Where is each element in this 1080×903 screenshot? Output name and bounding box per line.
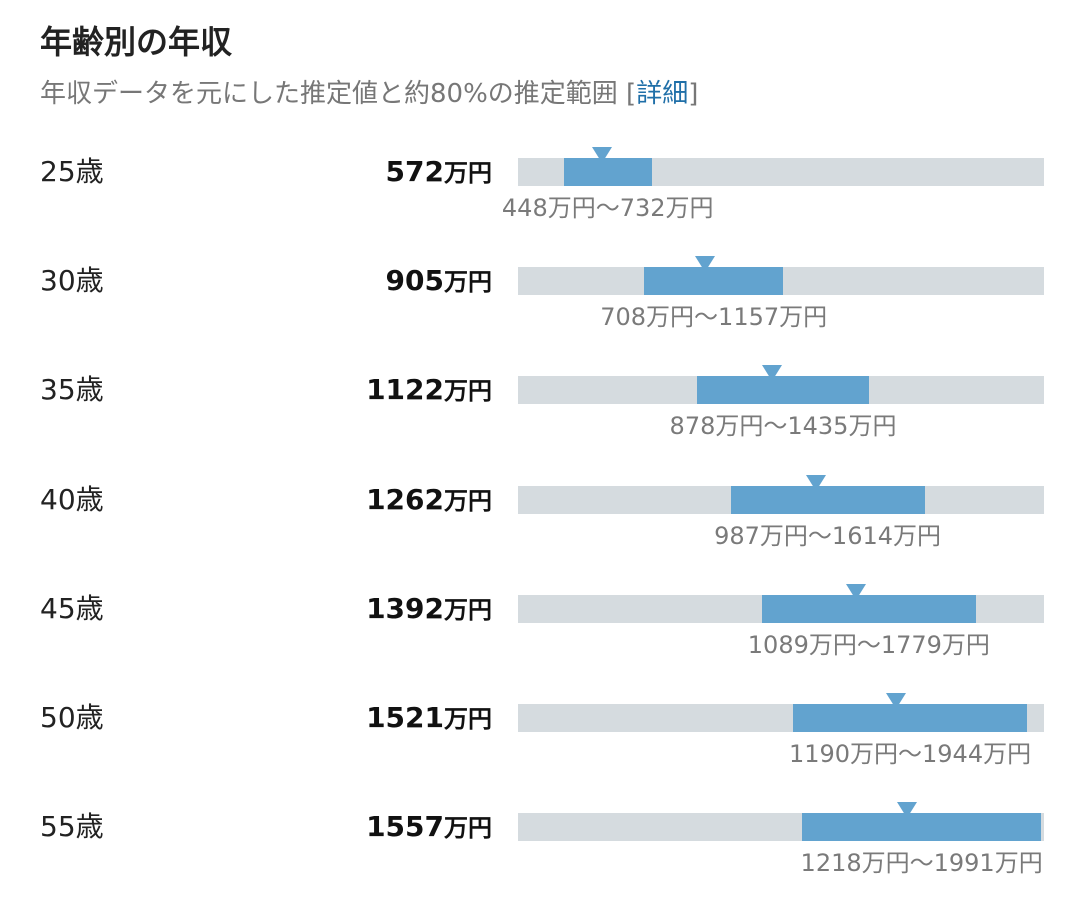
estimated-income-unit: 万円 [444,159,492,187]
chart-row: 35歳 1122万円 878万円〜1435万円 [0,365,1080,466]
estimated-income: 1122万円 [366,372,492,412]
estimate-marker-icon [885,693,906,709]
age-label: 35歳 [40,373,104,407]
estimated-income-unit: 万円 [444,814,492,843]
estimated-income: 1262万円 [366,482,492,522]
estimated-income-unit: 万円 [444,705,492,733]
chart-row: 40歳 1262万円 987万円〜1614万円 [0,474,1080,576]
range-bar [762,594,976,623]
estimated-income-unit: 万円 [444,486,492,515]
range-track: 448万円〜732万円 [502,147,1044,222]
range-track: 1218万円〜1991万円 [518,802,1044,877]
range-label: 1218万円〜1991万円 [800,849,1043,878]
age-label: 25歳 [40,155,104,188]
age-label: 45歳 [40,591,104,625]
range-track: 708万円〜1157万円 [518,256,1044,331]
range-track: 1089万円〜1779万円 [518,583,1044,659]
estimated-income-number: 1392 [366,591,444,625]
range-label: 448万円〜732万円 [501,194,714,222]
estimated-income: 572万円 [386,154,492,194]
range-label: 1190万円〜1944万円 [788,740,1032,768]
age-label: 50歳 [40,701,104,734]
chart-row: 30歳 905万円 708万円〜1157万円 [0,256,1080,357]
range-bar [802,813,1042,842]
age-label: 30歳 [40,264,104,298]
range-track: 1190万円〜1944万円 [518,693,1044,768]
details-link[interactable]: 詳細 [636,79,689,109]
range-bar [696,376,870,405]
estimate-marker-icon [805,474,826,491]
estimate-marker-icon [762,365,783,382]
estimated-income: 1392万円 [366,591,492,631]
page-title: 年齢別の年収 [40,23,233,61]
range-label: 878万円〜1435万円 [669,412,897,441]
estimated-income-number: 1557 [366,810,444,844]
estimated-income: 905万円 [386,263,492,303]
range-bar [793,704,1027,732]
chart-row: 45歳 1392万円 1089万円〜1779万円 [0,583,1080,685]
range-bar [730,485,925,514]
range-label: 708万円〜1157万円 [600,303,828,332]
range-track: 987万円〜1614万円 [518,474,1044,550]
estimated-income-number: 1262 [366,482,444,516]
estimate-marker-icon [592,147,613,163]
range-label: 987万円〜1614万円 [714,521,942,550]
estimated-income-number: 905 [385,264,444,298]
chart-row: 25歳 572万円 448万円〜732万円 [0,147,1080,248]
estimate-marker-icon [845,583,866,600]
estimated-income-unit: 万円 [444,377,492,406]
estimated-income-unit: 万円 [444,595,492,624]
estimated-income-number: 572 [385,155,444,188]
estimated-income-number: 1521 [366,701,444,734]
estimated-income-unit: 万円 [444,268,492,297]
subtitle-text: 年収データを元にした推定値と約80%の推定範囲 [ [40,79,637,109]
subtitle: 年収データを元にした推定値と約80%の推定範囲 [詳細] [40,74,698,114]
estimated-income: 1557万円 [366,809,492,849]
estimate-marker-icon [695,256,716,273]
estimate-marker-icon [896,802,917,819]
range-track: 878万円〜1435万円 [518,365,1044,440]
estimated-income-number: 1122 [366,373,444,407]
chart-row: 50歳 1521万円 1190万円〜1944万円 [0,693,1080,794]
estimated-income: 1521万円 [366,700,492,740]
age-label: 40歳 [40,482,104,516]
age-label: 55歳 [40,810,104,844]
chart-row: 55歳 1557万円 1218万円〜1991万円 [0,802,1080,903]
range-label: 1089万円〜1779万円 [747,630,990,659]
subtitle-bracket: ] [688,79,699,109]
